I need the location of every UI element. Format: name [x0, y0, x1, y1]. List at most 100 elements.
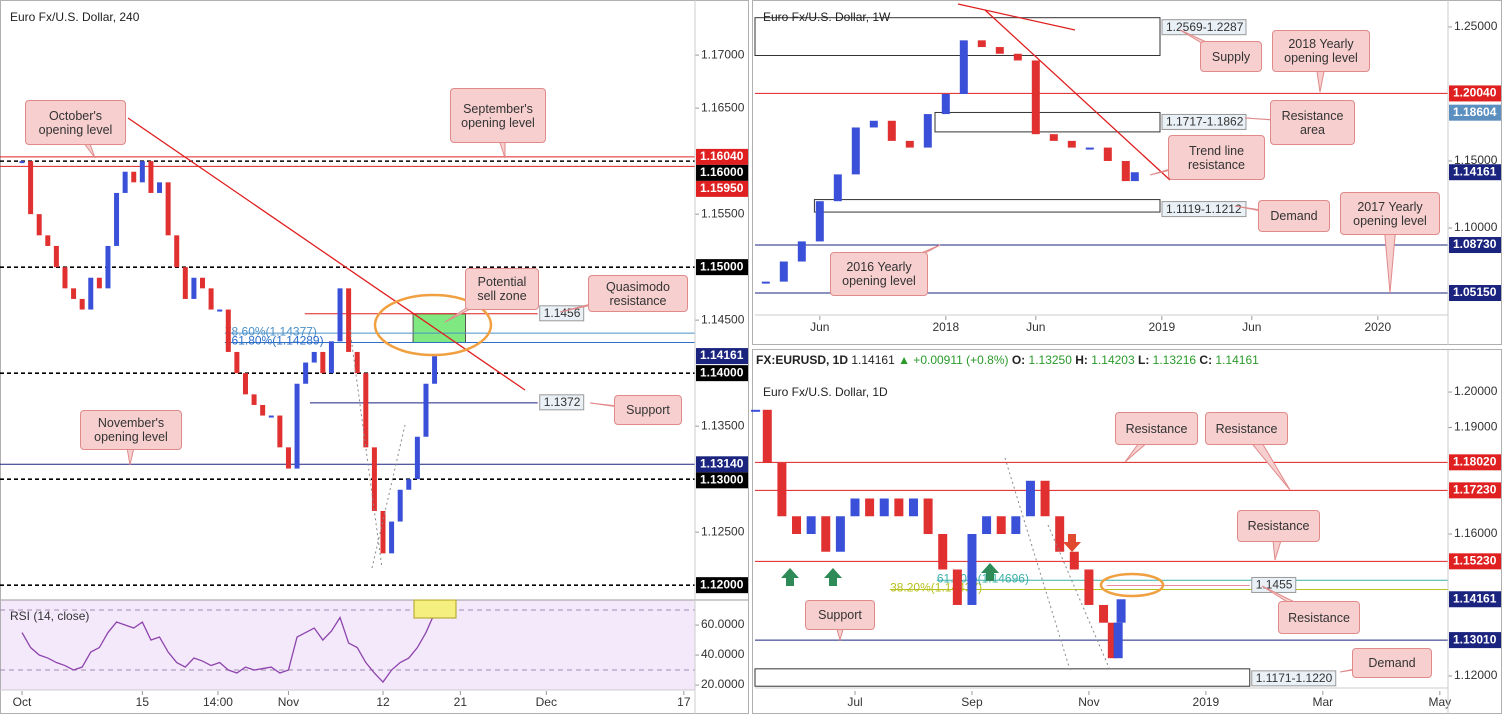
x-tick-label: Jun [1026, 320, 1045, 334]
zone-tag-box [1161, 113, 1247, 130]
candle [79, 298, 85, 310]
level-label: 1.20040 [1453, 86, 1497, 100]
symbol: FX:EURUSD, 1D [756, 353, 848, 367]
candle [1130, 172, 1139, 182]
trend-line [127, 117, 526, 391]
zone-tag-box [1161, 201, 1247, 218]
level-label-box [696, 259, 748, 276]
candle [105, 245, 111, 289]
ohlc-key: O: [1012, 353, 1025, 367]
callout: Support [614, 395, 682, 425]
candle [1013, 53, 1022, 61]
y-tick-label: 1.15500 [701, 206, 745, 220]
candle [751, 409, 761, 412]
candle [423, 383, 429, 437]
candle [19, 161, 25, 164]
callout: Resistance [1278, 601, 1360, 634]
zone-tag: 1.2569-1.2287 [1166, 20, 1244, 34]
candle [797, 241, 806, 262]
x-tick-label: Nov [278, 695, 299, 709]
zone [813, 199, 1161, 213]
candle [242, 373, 248, 395]
candle [191, 277, 197, 299]
level-label: 1.12000 [700, 577, 744, 591]
candle [53, 245, 59, 268]
candle [389, 521, 395, 554]
y-tick-label: 1.13500 [701, 418, 745, 432]
candle [96, 277, 102, 289]
candle [1049, 134, 1058, 141]
level-label: 1.15230 [1453, 553, 1497, 567]
highlight-ellipse [373, 293, 493, 357]
trend-line [349, 329, 383, 569]
x-tick-label: 12 [376, 695, 390, 709]
candle [777, 463, 787, 517]
candle [174, 235, 180, 268]
level-label: 1.13140 [700, 456, 744, 470]
level-label-box [1449, 591, 1501, 608]
trend-line [1047, 524, 1111, 671]
chart-title: Euro Fx/U.S. Dollar, 1D [763, 385, 888, 399]
candle [268, 415, 274, 418]
candle [1107, 622, 1117, 659]
x-tick-label: Jul [847, 695, 862, 709]
level-label: 1.14161 [700, 348, 744, 362]
x-tick-label: Mar [1313, 695, 1334, 709]
level-label: 1.17230 [1453, 483, 1497, 497]
level-label: 1.16040 [700, 149, 744, 163]
candle [148, 161, 154, 193]
candle [1025, 480, 1035, 517]
candle [363, 373, 369, 448]
candle [815, 201, 824, 242]
level-label: 1.18020 [1453, 454, 1497, 468]
rsi-background [1, 600, 695, 690]
candle [850, 498, 860, 517]
candle [285, 447, 291, 469]
x-tick-label: Nov [1078, 695, 1099, 709]
candle [941, 93, 950, 115]
candle [806, 516, 816, 534]
candle [277, 415, 283, 448]
level-tag-box [539, 394, 585, 411]
x-tick-label: Sep [961, 695, 983, 709]
rsi-line [21, 612, 436, 684]
x-tick-label: Jun [1242, 320, 1261, 334]
x-tick-label: 2019 [1193, 695, 1220, 709]
last-price: 1.14161 [851, 353, 895, 367]
level-label: 1.14161 [1453, 164, 1497, 178]
y-tick-label: 1.20000 [1454, 384, 1498, 398]
callout: Resistance [1205, 412, 1288, 445]
y-tick-label: 1.17000 [701, 47, 745, 61]
level-label: 1.16000 [700, 165, 744, 179]
level-label-box [696, 148, 748, 165]
candle [792, 516, 802, 534]
fib-label: 161.80%(1.14289) [225, 334, 324, 348]
level-label: 1.18604 [1453, 105, 1497, 119]
level-label-box [1449, 482, 1501, 499]
level-label: 1.14161 [1453, 591, 1497, 605]
fib-label: 78.60%(1.14377) [225, 324, 317, 338]
candle [1011, 516, 1021, 534]
ohlc-key: H: [1075, 353, 1088, 367]
level-tag: 1.1372 [544, 395, 581, 409]
highlight-ellipse [1099, 572, 1165, 598]
candle [294, 383, 300, 469]
y-tick-label: 1.19000 [1454, 420, 1498, 434]
candle [165, 182, 171, 236]
candle [157, 182, 163, 193]
level-label-box [696, 164, 748, 181]
ohlc-value: 1.13250 [1029, 353, 1073, 367]
candle [131, 171, 137, 183]
callout: 2018 Yearly opening level [1272, 30, 1370, 72]
candle [28, 161, 34, 215]
up-arrow [781, 568, 799, 586]
candle [260, 404, 266, 416]
candle [251, 394, 257, 405]
candle [337, 288, 343, 342]
candle [1103, 147, 1112, 161]
candle [225, 309, 231, 352]
candle [762, 409, 772, 464]
rsi-title: RSI (14, close) [10, 609, 89, 623]
level-label: 1.13000 [700, 472, 744, 486]
